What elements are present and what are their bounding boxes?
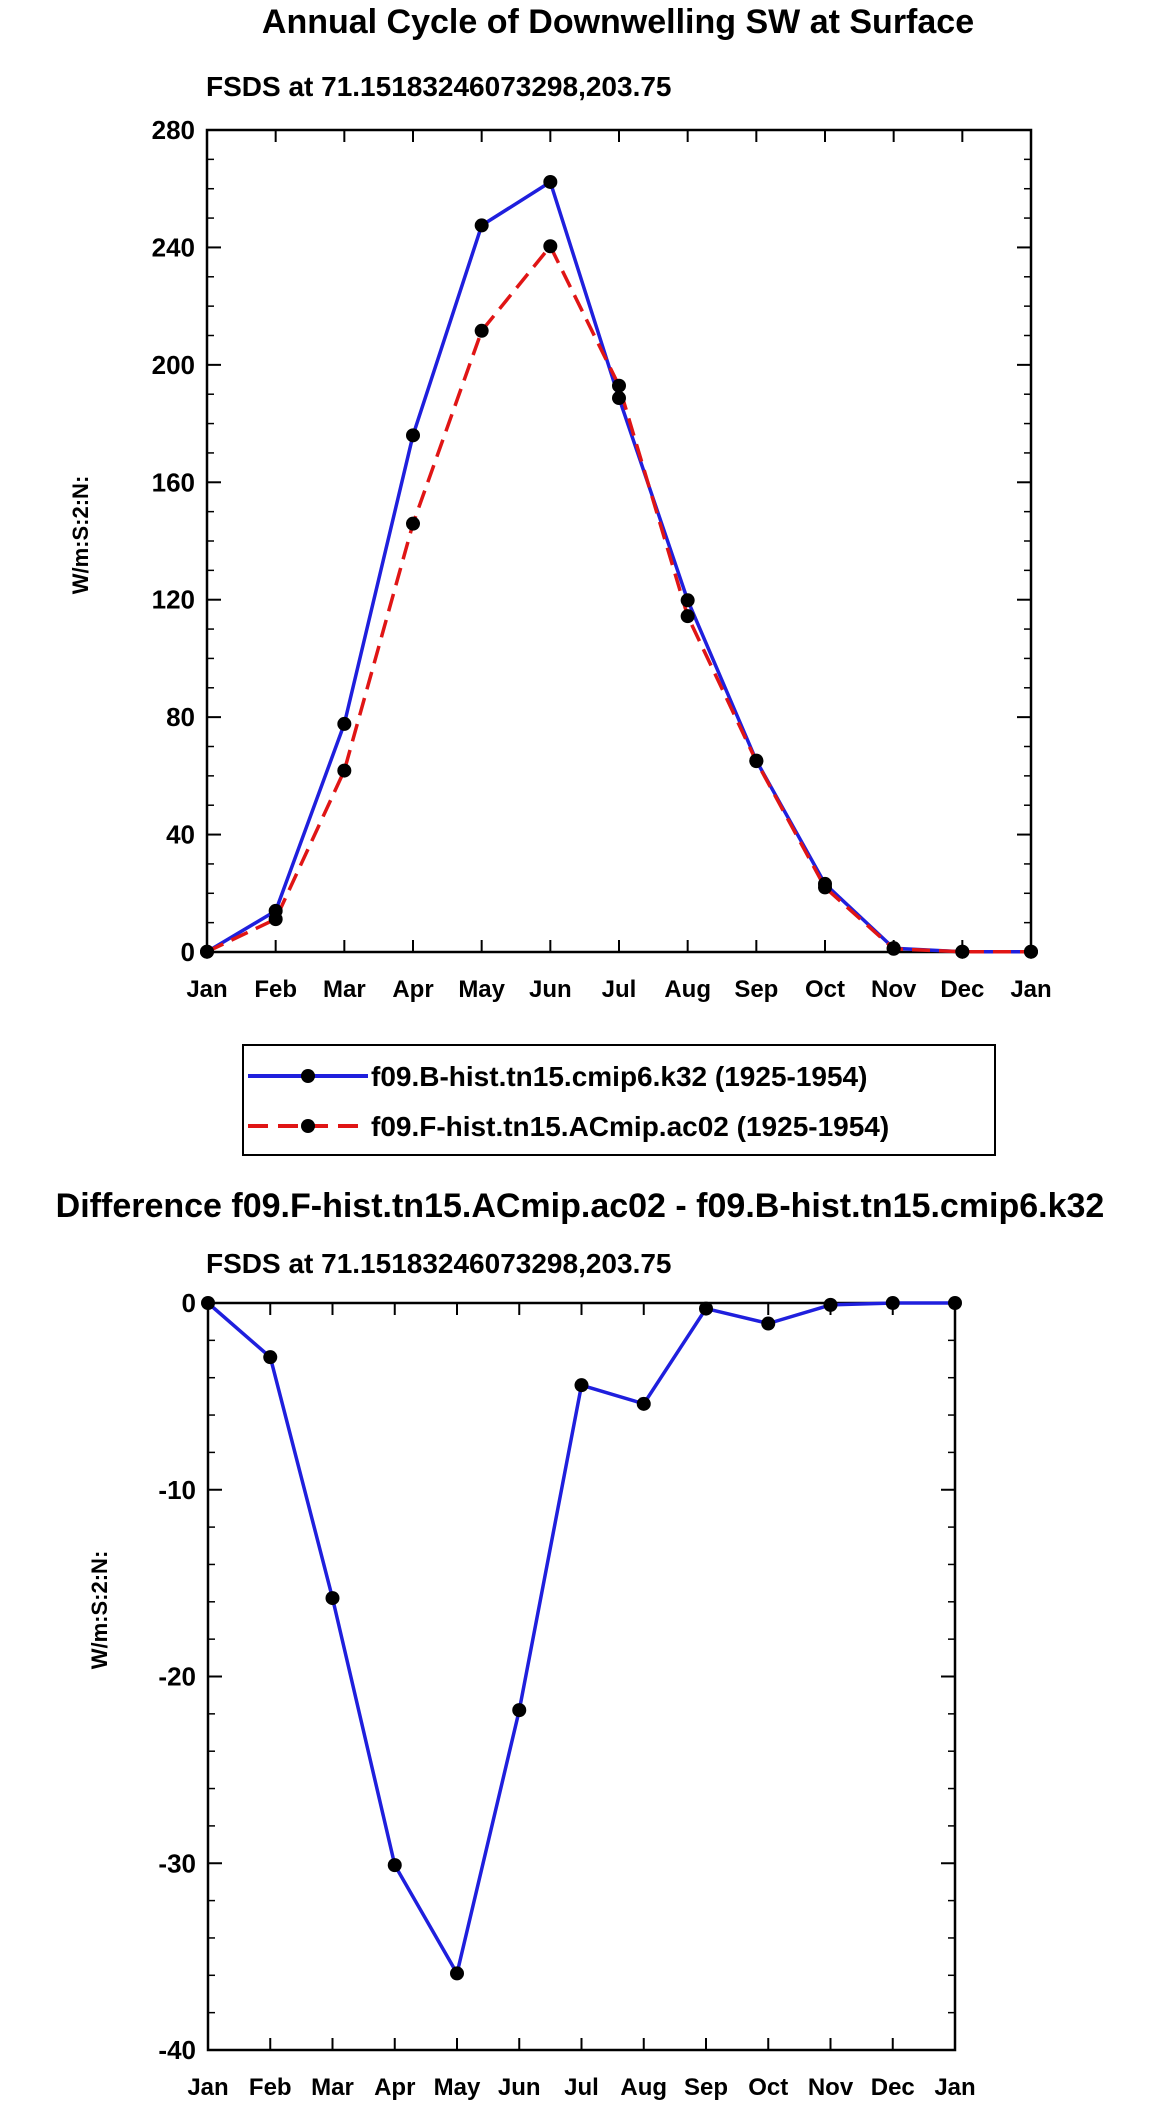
- chart-bottom-y-tick-label: 0: [182, 1288, 196, 1318]
- legend-box: [242, 1044, 996, 1156]
- chart-bottom-x-tick-label: Jun: [498, 2074, 541, 2101]
- chart-top-series-1-point: [955, 944, 970, 959]
- chart-bottom-title: Difference f09.F-hist.tn15.ACmip.ac02 - …: [56, 1187, 1105, 1225]
- chart-bottom-series-0-point: [450, 1966, 464, 1981]
- chart-bottom-x-tick-label: Sep: [684, 2074, 728, 2101]
- legend-label-red: f09.F-hist.tn15.ACmip.ac02 (1925-1954): [371, 1111, 889, 1142]
- chart-bottom-y-tick-label: -20: [158, 1662, 196, 1692]
- chart-bottom-plot-frame: [206, 1301, 957, 2052]
- chart-top-series-1-point: [474, 323, 489, 338]
- chart-top-series-1-point: [200, 944, 214, 959]
- chart-bottom-series-0-point: [699, 1301, 713, 1316]
- chart-top-marks: [200, 174, 1038, 959]
- chart-top-series-0-point: [543, 174, 558, 189]
- chart-bottom-series-line-0: [206, 1301, 955, 1976]
- chart-bottom-series-0-point: [574, 1378, 589, 1393]
- chart-top-series-1-point: [337, 763, 352, 778]
- chart-top-series-0-point: [612, 391, 626, 406]
- chart-bottom-y-tick-label: -30: [158, 1848, 196, 1878]
- chart-top-series-0-point: [474, 218, 489, 233]
- chart-top-x-tick-label: Oct: [805, 976, 845, 1003]
- chart-top-y-tick-label: 80: [166, 702, 195, 732]
- chart-top: Annual Cycle of Downwelling SW at Surfac…: [68, 3, 1052, 1003]
- chart-top-x-tick-label: Aug: [664, 976, 711, 1003]
- legend-swatch-blue-marker: [301, 1069, 315, 1083]
- chart-top-series-0-point: [406, 428, 420, 443]
- chart-bottom-series-0-point: [325, 1591, 340, 1606]
- chart-bottom-x-tick-label: Feb: [249, 2074, 292, 2101]
- chart-top-x-tick-label: Sep: [734, 976, 778, 1003]
- chart-top-plot-frame: [205, 128, 1033, 954]
- chart-top-x-tick-label: Apr: [392, 976, 433, 1003]
- chart-top-title: Annual Cycle of Downwelling SW at Surfac…: [262, 3, 974, 41]
- chart-top-series-0-point: [680, 593, 695, 608]
- chart-top-series-1-point: [680, 609, 695, 624]
- chart-top-series-1-point: [1024, 944, 1038, 959]
- chart-top-x-tick-label: Jan: [1010, 976, 1051, 1003]
- chart-top-x-tick-label: Jul: [602, 976, 637, 1003]
- chart-bottom-x-tick-label: Jan: [187, 2074, 228, 2101]
- chart-top-y-axis-label: W/m:S:2:N:: [68, 476, 93, 595]
- chart-top-series-line-1: [206, 244, 1031, 954]
- chart-bottom-series-0-point: [636, 1396, 651, 1411]
- chart-top-series-1-point: [749, 754, 764, 769]
- chart-bottom-x-tick-label: Nov: [808, 2074, 854, 2101]
- chart-bottom-series-0-point: [885, 1296, 900, 1310]
- legend: f09.B-hist.tn15.cmip6.k32 (1925-1954) f0…: [242, 1044, 996, 1156]
- chart-top-x-tick-label: Jan: [186, 976, 227, 1003]
- chart-top-y-tick-label: 40: [166, 820, 195, 850]
- legend-label-blue: f09.B-hist.tn15.cmip6.k32 (1925-1954): [371, 1061, 867, 1092]
- chart-bottom-x-tick-label: Jan: [934, 2074, 975, 2101]
- chart-bottom-x-tick-label: May: [434, 2074, 481, 2101]
- chart-top-series-1-point: [818, 880, 832, 895]
- chart-top-y-tick-label: 0: [181, 937, 195, 967]
- chart-bottom-subtitle: FSDS at 71.15183246073298,203.75: [206, 1248, 672, 1279]
- chart-top-x-tick-label: May: [458, 976, 505, 1003]
- chart-bottom-x-tick-label: Jul: [564, 2074, 599, 2101]
- chart-top-y-tick-label: 280: [152, 115, 195, 145]
- chart-bottom-series-0-point: [387, 1858, 402, 1873]
- chart-top-x-tick-label: Nov: [871, 976, 917, 1003]
- chart-top-subtitle: FSDS at 71.15183246073298,203.75: [206, 71, 672, 102]
- chart-top-axes: Jan Feb Mar Apr May Jun Jul Aug Sep Oct Nov Dec Jan 0…: [152, 115, 1052, 1003]
- chart-bottom: Difference f09.F-hist.tn15.ACmip.ac02 - …: [56, 1187, 1105, 2101]
- chart-bottom-y-tick-label: -10: [158, 1475, 196, 1505]
- chart-bottom-x-tick-label: Dec: [871, 2074, 915, 2101]
- chart-bottom-y-axis-label: W/m:S:2:N:: [87, 1551, 112, 1670]
- chart-top-y-tick-label: 240: [152, 232, 195, 262]
- chart-bottom-y-tick-label: -40: [158, 2035, 196, 2065]
- chart-top-series-1-point: [268, 912, 283, 927]
- chart-top-series-0-point: [337, 716, 352, 731]
- chart-top-x-tick-label: Jun: [529, 976, 572, 1003]
- chart-top-series-line-0: [206, 180, 1031, 954]
- chart-bottom-marks: [201, 1296, 962, 1981]
- chart-bottom-series-0-point: [201, 1296, 215, 1310]
- chart-bottom-x-tick-label: Apr: [374, 2074, 415, 2101]
- chart-top-x-tick-label: Dec: [940, 976, 984, 1003]
- chart-top-x-tick-label: Feb: [254, 976, 297, 1003]
- chart-top-series-1-point: [886, 941, 901, 956]
- chart-bottom-series-0-point: [948, 1296, 962, 1310]
- chart-top-y-tick-label: 120: [152, 585, 195, 615]
- chart-bottom-series-0-point: [823, 1297, 838, 1312]
- chart-top-y-tick-label: 160: [152, 467, 195, 497]
- chart-bottom-series-0-point: [512, 1703, 527, 1718]
- legend-swatch-red-marker: [301, 1119, 315, 1133]
- chart-bottom-series-0-point: [263, 1350, 278, 1365]
- chart-top-series-1-point: [406, 516, 420, 531]
- chart-bottom-x-tick-label: Aug: [620, 2074, 667, 2101]
- chart-top-x-tick-label: Mar: [323, 976, 366, 1003]
- chart-bottom-x-tick-label: Oct: [748, 2074, 788, 2101]
- chart-bottom-series-0-point: [761, 1316, 776, 1331]
- chart-top-series-1-point: [612, 378, 626, 393]
- chart-bottom-axes: Jan Feb Mar Apr May Jun Jul Aug Sep Oct Nov Dec Jan -…: [158, 1288, 975, 2101]
- chart-bottom-x-tick-label: Mar: [311, 2074, 354, 2101]
- chart-top-y-tick-label: 200: [152, 350, 195, 380]
- chart-top-series-1-point: [543, 239, 558, 254]
